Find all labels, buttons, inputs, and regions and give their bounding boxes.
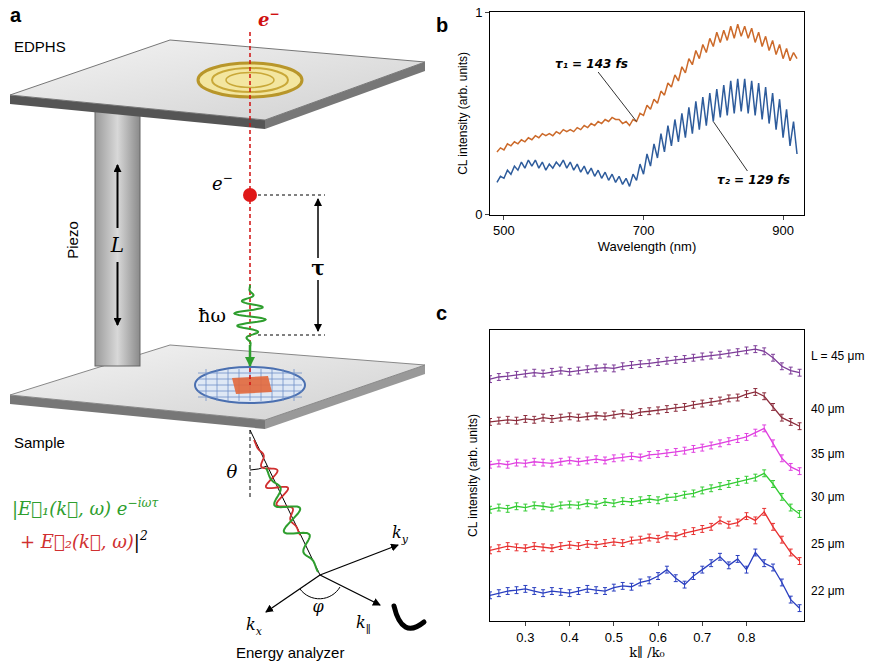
svg-text:Energy analyzer: Energy analyzer bbox=[236, 644, 344, 661]
svg-text:700: 700 bbox=[633, 223, 655, 238]
svg-text:0.8: 0.8 bbox=[737, 630, 755, 645]
svg-text:30 μm: 30 μm bbox=[811, 490, 845, 504]
svg-text:τ₁ = 143 fs: τ₁ = 143 fs bbox=[555, 57, 628, 71]
svg-text:e−: e− bbox=[212, 171, 233, 194]
svg-text:1: 1 bbox=[475, 5, 482, 20]
svg-text:L: L bbox=[110, 233, 124, 257]
svg-text:35 μm: 35 μm bbox=[811, 447, 845, 461]
svg-text:τ₂ = 129 fs: τ₂ = 129 fs bbox=[717, 173, 790, 187]
svg-text:τ: τ bbox=[311, 256, 324, 280]
svg-text:0: 0 bbox=[475, 207, 482, 222]
svg-text:ky: ky bbox=[392, 523, 409, 546]
svg-text:500: 500 bbox=[493, 223, 515, 238]
svg-text:EDPHS: EDPHS bbox=[14, 38, 66, 55]
svg-text:0.4: 0.4 bbox=[561, 630, 579, 645]
svg-text:kx: kx bbox=[246, 615, 262, 638]
svg-text:φ: φ bbox=[312, 597, 324, 616]
svg-text:22 μm: 22 μm bbox=[811, 584, 845, 598]
svg-text:Wavelength (nm): Wavelength (nm) bbox=[598, 239, 697, 254]
svg-text:Piezo: Piezo bbox=[64, 221, 81, 259]
svg-text:+ E⃗₂(k⃗, ω)|2: + E⃗₂(k⃗, ω)|2 bbox=[20, 529, 148, 553]
svg-text:25 μm: 25 μm bbox=[811, 537, 845, 551]
svg-text:0.3: 0.3 bbox=[516, 630, 534, 645]
svg-text:0.7: 0.7 bbox=[693, 630, 711, 645]
svg-text:900: 900 bbox=[772, 223, 794, 238]
svg-text:40 μm: 40 μm bbox=[811, 402, 845, 416]
svg-text:k∥: k∥ bbox=[356, 613, 371, 636]
svg-text:a: a bbox=[10, 4, 22, 26]
svg-text:0.5: 0.5 bbox=[605, 630, 623, 645]
svg-text:c: c bbox=[436, 302, 447, 324]
svg-text:k∥ /k₀: k∥ /k₀ bbox=[629, 645, 664, 660]
svg-text:ħω: ħω bbox=[198, 304, 226, 326]
svg-text:θ: θ bbox=[227, 461, 238, 482]
svg-text:CL intensity (arb. units): CL intensity (arb. units) bbox=[456, 52, 470, 175]
svg-text:|E⃗₁(k⃗, ω) e−iωτ: |E⃗₁(k⃗, ω) e−iωτ bbox=[12, 496, 159, 520]
svg-text:0.6: 0.6 bbox=[649, 630, 667, 645]
svg-text:L = 45 μm: L = 45 μm bbox=[811, 349, 865, 363]
svg-text:CL intensity (arb. units): CL intensity (arb. units) bbox=[466, 414, 480, 537]
svg-text:Sample: Sample bbox=[14, 434, 65, 451]
svg-text:e−: e− bbox=[258, 7, 280, 30]
svg-text:b: b bbox=[436, 14, 448, 36]
